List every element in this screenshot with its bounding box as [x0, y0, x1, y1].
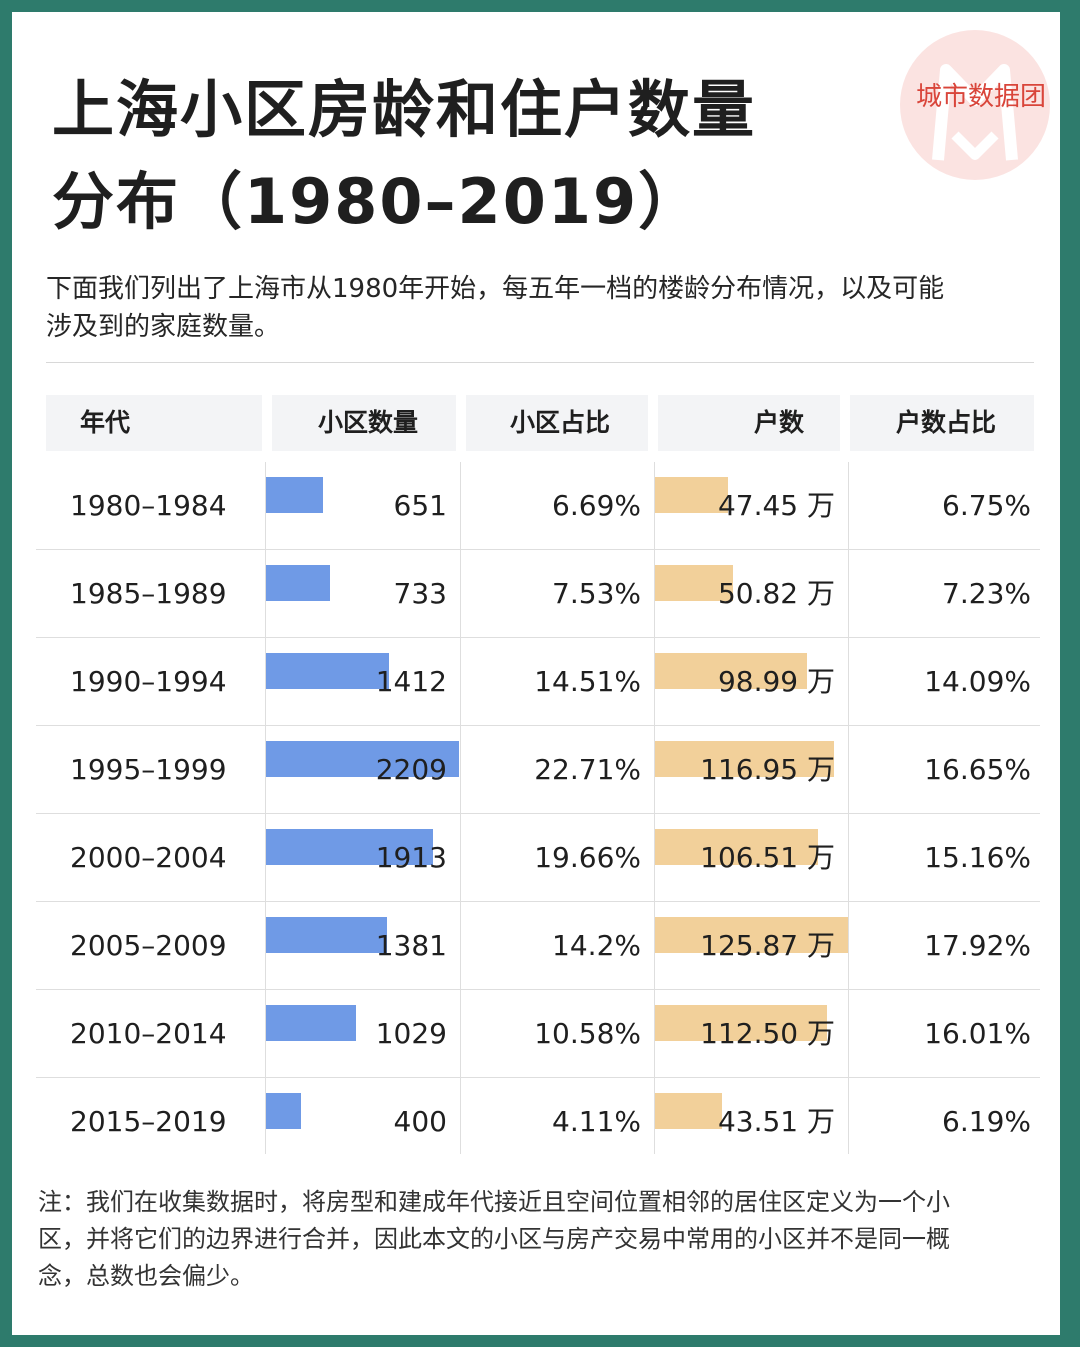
table-row: 1995–1999 2209 22.71% 116.95 万 16.65%: [36, 726, 1040, 814]
footnote: 注：我们在收集数据时，将房型和建成年代接近且空间位置相邻的居住区定义为一个小 区…: [38, 1184, 1038, 1295]
count-bar: [266, 741, 459, 777]
row-divider: [36, 549, 1040, 550]
row-divider: [36, 989, 1040, 990]
footnote-line-3: 念，总数也会偏少。: [38, 1262, 254, 1290]
intro-line-2: 涉及到的家庭数量。: [46, 312, 281, 342]
period-cell: 2005–2009: [70, 929, 227, 962]
households-bar: [655, 477, 728, 513]
count-cell: 1381: [375, 929, 447, 962]
households-cell: 125.87 万: [700, 929, 835, 962]
title-line-2: 分布（1980–2019）: [52, 165, 703, 238]
row-divider: [36, 637, 1040, 638]
count-bar: [266, 829, 433, 865]
divider: [46, 362, 1034, 363]
households-share-cell: 6.75%: [942, 489, 1031, 522]
row-divider: [36, 725, 1040, 726]
header-households: 户数: [658, 395, 840, 451]
column-divider: [265, 462, 266, 1154]
period-cell: 1995–1999: [70, 753, 227, 786]
column-divider: [460, 462, 461, 1154]
count-bar: [266, 1005, 356, 1041]
table-row: 2000–2004 1913 19.66% 106.51 万 15.16%: [36, 814, 1040, 902]
column-divider: [654, 462, 655, 1154]
count-bar: [266, 565, 330, 601]
households-bar: [655, 741, 834, 777]
households-cell: 50.82 万: [717, 577, 835, 610]
households-share-cell: 14.09%: [924, 665, 1031, 698]
count-cell: 400: [393, 1105, 447, 1138]
households-share-cell: 16.65%: [924, 753, 1031, 786]
table-row: 1990–1994 1412 14.51% 98.99 万 14.09%: [36, 638, 1040, 726]
count-bar: [266, 653, 389, 689]
count-cell: 651: [393, 489, 447, 522]
households-share-cell: 17.92%: [924, 929, 1031, 962]
brand-name: 城市数据团: [916, 82, 1047, 112]
households-cell: 106.51 万: [700, 841, 835, 874]
households-cell: 47.45 万: [717, 489, 835, 522]
data-table: 1980–1984 651 6.69% 47.45 万 6.75% 1985–1989 73…: [36, 462, 1040, 1154]
intro-text: 下面我们列出了上海市从1980年开始，每五年一档的楼龄分布情况，以及可能 涉及到…: [46, 270, 1046, 346]
count-share-cell: 14.2%: [552, 929, 641, 962]
count-cell: 1029: [375, 1017, 447, 1050]
period-cell: 1980–1984: [70, 489, 227, 522]
households-bar: [655, 653, 807, 689]
households-cell: 98.99 万: [717, 665, 835, 698]
table-row: 1985–1989 733 7.53% 50.82 万 7.23%: [36, 550, 1040, 638]
households-share-cell: 6.19%: [942, 1105, 1031, 1138]
count-cell: 1913: [375, 841, 447, 874]
households-bar: [655, 1005, 827, 1041]
header-count: 小区数量: [272, 395, 456, 451]
count-share-cell: 10.58%: [534, 1017, 641, 1050]
count-share-cell: 7.53%: [552, 577, 641, 610]
footnote-line-2: 区，并将它们的边界进行合并，因此本文的小区与房产交易中常用的小区并不是同一概: [38, 1225, 950, 1253]
count-cell: 733: [393, 577, 447, 610]
count-cell: 1412: [375, 665, 447, 698]
count-share-cell: 22.71%: [534, 753, 641, 786]
households-bar: [655, 829, 818, 865]
period-cell: 2015–2019: [70, 1105, 227, 1138]
count-cell: 2209: [375, 753, 447, 786]
table-row: 2010–2014 1029 10.58% 112.50 万 16.01%: [36, 990, 1040, 1078]
row-divider: [36, 813, 1040, 814]
households-cell: 43.51 万: [717, 1105, 835, 1138]
count-share-cell: 6.69%: [552, 489, 641, 522]
households-bar: [655, 565, 733, 601]
period-cell: 1985–1989: [70, 577, 227, 610]
households-cell: 116.95 万: [700, 753, 835, 786]
title-line-1: 上海小区房龄和住户数量: [52, 73, 757, 146]
count-bar: [266, 1093, 301, 1129]
cat-logo-icon: [900, 30, 1050, 180]
households-bar: [655, 917, 848, 953]
table-row: 2015–2019 400 4.11% 43.51 万 6.19%: [36, 1078, 1040, 1166]
households-share-cell: 7.23%: [942, 577, 1031, 610]
row-divider: [36, 901, 1040, 902]
count-share-cell: 19.66%: [534, 841, 641, 874]
count-share-cell: 14.51%: [534, 665, 641, 698]
period-cell: 2010–2014: [70, 1017, 227, 1050]
count-share-cell: 4.11%: [552, 1105, 641, 1138]
period-cell: 1990–1994: [70, 665, 227, 698]
footnote-line-1: 注：我们在收集数据时，将房型和建成年代接近且空间位置相邻的居住区定义为一个小: [38, 1188, 950, 1216]
households-share-cell: 16.01%: [924, 1017, 1031, 1050]
row-divider: [36, 1077, 1040, 1078]
households-bar: [655, 1093, 722, 1129]
header-count-share: 小区占比: [466, 395, 648, 451]
page-title: 上海小区房龄和住户数量 分布（1980–2019）: [52, 64, 872, 248]
table-row: 2005–2009 1381 14.2% 125.87 万 17.92%: [36, 902, 1040, 990]
intro-line-1: 下面我们列出了上海市从1980年开始，每五年一档的楼龄分布情况，以及可能: [46, 274, 945, 304]
header-households-share: 户数占比: [850, 395, 1034, 451]
column-divider: [848, 462, 849, 1154]
header-period: 年代: [46, 395, 262, 451]
infographic-card: 城市数据团 上海小区房龄和住户数量 分布（1980–2019） 下面我们列出了上…: [12, 12, 1060, 1335]
households-cell: 112.50 万: [700, 1017, 835, 1050]
table-row: 1980–1984 651 6.69% 47.45 万 6.75%: [36, 462, 1040, 550]
period-cell: 2000–2004: [70, 841, 227, 874]
count-bar: [266, 477, 323, 513]
brand-logo: [900, 30, 1050, 180]
households-share-cell: 15.16%: [924, 841, 1031, 874]
count-bar: [266, 917, 387, 953]
